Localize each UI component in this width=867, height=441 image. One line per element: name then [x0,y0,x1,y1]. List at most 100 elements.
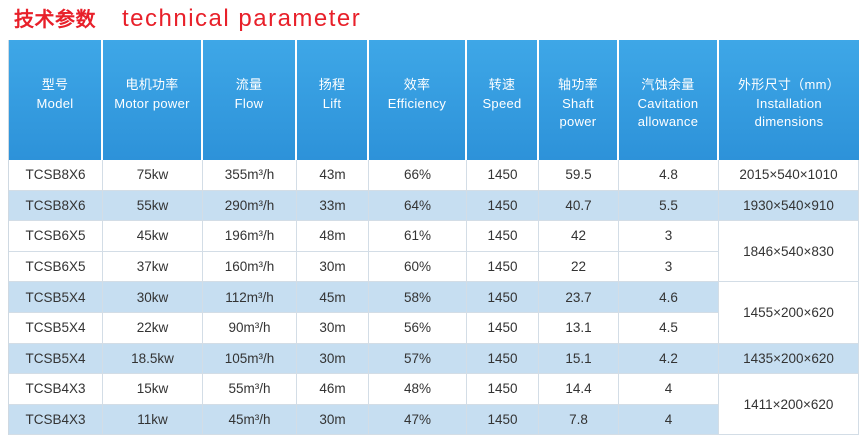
cell-shaft-power: 13.1 [539,312,619,344]
cell-efficiency: 60% [369,251,467,283]
cell-cavitation-allowance: 4.8 [619,160,719,191]
cell-motor-power: 37kw [103,251,203,283]
cell-speed: 1450 [467,374,539,405]
header-motor-power: 电机功率 Motor power [103,40,203,160]
cell-efficiency: 57% [369,343,467,375]
header-lift: 扬程 Lift [297,40,369,160]
cell-shaft-power: 15.1 [539,343,619,375]
cell-flow: 196m³/h [203,221,297,252]
cell-speed: 1450 [467,251,539,283]
cell-lift: 48m [297,221,369,252]
page-title-english: technical parameter [122,5,362,32]
page-title: 技术参数 technical parameter [14,3,361,35]
cell-efficiency: 48% [369,374,467,405]
cell-motor-power: 22kw [103,312,203,344]
cell-shaft-power: 14.4 [539,374,619,405]
cell-model: TCSB8X6 [9,190,103,222]
cell-flow: 355m³/h [203,160,297,191]
cell-efficiency: 61% [369,221,467,252]
header-label-chinese: 效率 [403,77,431,92]
cell-lift: 30m [297,251,369,283]
cell-cavitation-allowance: 4.5 [619,312,719,344]
header-label-english: Model [36,95,74,111]
header-label-english: allowance [637,114,699,129]
cell-shaft-power: 40.7 [539,190,619,222]
header-model: 型号 Model [9,40,103,160]
cell-shaft-power: 42 [539,221,619,252]
header-label-chinese: 电机功率 [125,77,179,92]
cell-speed: 1450 [467,160,539,191]
cell-shaft-power: 23.7 [539,282,619,313]
cell-efficiency: 58% [369,282,467,313]
cell-cavitation-allowance: 4 [619,374,719,405]
cell-cavitation-allowance: 3 [619,251,719,283]
header-label-english: Cavitation [637,95,699,111]
cell-cavitation-allowance: 4 [619,404,719,436]
header-label-english: power [559,114,597,129]
cell-cavitation-allowance: 4.2 [619,343,719,375]
cell-efficiency: 56% [369,312,467,344]
cell-efficiency: 47% [369,404,467,436]
header-label-english: Motor power [114,95,190,111]
cell-model: TCSB4X3 [9,374,103,405]
header-label-chinese: 转速 [488,77,516,92]
header-label-english: Installation [756,95,822,111]
header-label-chinese: 流量 [235,77,263,92]
cell-motor-power: 30kw [103,282,203,313]
cell-flow: 290m³/h [203,190,297,222]
header-label-english: Shaft [562,95,594,111]
cell-efficiency: 64% [369,190,467,222]
cell-flow: 45m³/h [203,404,297,436]
cell-speed: 1450 [467,312,539,344]
cell-lift: 33m [297,190,369,222]
cell-speed: 1450 [467,404,539,436]
cell-cavitation-allowance: 3 [619,221,719,252]
cell-lift: 45m [297,282,369,313]
cell-lift: 30m [297,343,369,375]
cell-motor-power: 45kw [103,221,203,252]
header-label-chinese: 汽蚀余量 [641,77,695,92]
cell-speed: 1450 [467,221,539,252]
cell-installation-dimensions: 1846×540×830 [719,221,859,283]
cell-installation-dimensions: 1411×200×620 [719,374,859,436]
cell-speed: 1450 [467,282,539,313]
cell-motor-power: 15kw [103,374,203,405]
cell-flow: 90m³/h [203,312,297,344]
header-installation-dimensions: 外形尺寸（mm） Installation dimensions [719,40,859,160]
cell-shaft-power: 7.8 [539,404,619,436]
cell-motor-power: 18.5kw [103,343,203,375]
cell-speed: 1450 [467,190,539,222]
header-shaft-power: 轴功率 Shaft power [539,40,619,160]
header-label-chinese: 扬程 [318,77,346,92]
cell-flow: 160m³/h [203,251,297,283]
cell-model: TCSB8X6 [9,160,103,191]
cell-installation-dimensions: 2015×540×1010 [719,160,859,191]
cell-flow: 105m³/h [203,343,297,375]
header-label-chinese: 外形尺寸（mm） [737,77,841,92]
cell-lift: 30m [297,312,369,344]
cell-model: TCSB6X5 [9,221,103,252]
technical-parameter-table: 型号 Model 电机功率 Motor power 流量 Flow 扬程 Lift 效率 Effi… [8,40,859,436]
cell-installation-dimensions: 1455×200×620 [719,282,859,344]
cell-flow: 55m³/h [203,374,297,405]
header-label-english: Flow [234,95,264,111]
cell-motor-power: 11kw [103,404,203,436]
cell-lift: 46m [297,374,369,405]
cell-installation-dimensions: 1930×540×910 [719,190,859,222]
header-flow: 流量 Flow [203,40,297,160]
cell-model: TCSB6X5 [9,251,103,283]
header-efficiency: 效率 Efficiency [369,40,467,160]
cell-motor-power: 75kw [103,160,203,191]
header-label-english: Lift [322,95,342,111]
cell-cavitation-allowance: 4.6 [619,282,719,313]
cell-motor-power: 55kw [103,190,203,222]
cell-efficiency: 66% [369,160,467,191]
cell-installation-dimensions: 1435×200×620 [719,343,859,375]
header-label-english: dimensions [754,114,824,129]
header-label-chinese: 型号 [41,77,69,92]
cell-lift: 43m [297,160,369,191]
cell-model: TCSB5X4 [9,312,103,344]
header-label-english: Speed [482,95,522,111]
cell-model: TCSB5X4 [9,343,103,375]
cell-model: TCSB5X4 [9,282,103,313]
